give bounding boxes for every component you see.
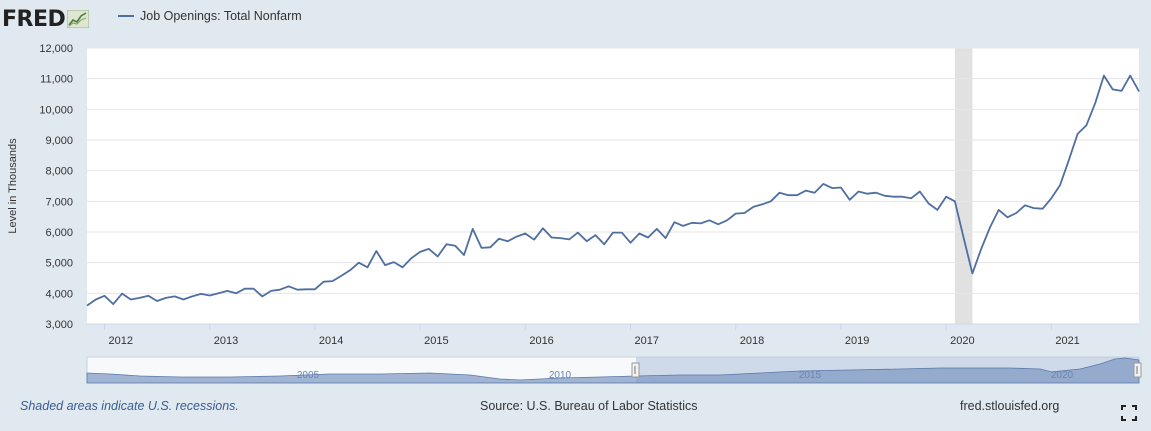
x-tick-label: 2013 bbox=[214, 335, 238, 347]
legend-line-swatch bbox=[118, 15, 134, 17]
y-tick-label: 5,000 bbox=[45, 258, 73, 270]
y-tick-label: 8,000 bbox=[45, 166, 73, 178]
x-tick-label: 2016 bbox=[529, 335, 553, 347]
fullscreen-icon[interactable] bbox=[1121, 405, 1137, 421]
x-tick-label: 2015 bbox=[424, 335, 448, 347]
x-tick-label: 2018 bbox=[740, 335, 764, 347]
x-axis-ticks: 2012 2013 2014 2015 2016 2017 2018 2019 2020 2021 bbox=[87, 323, 1139, 347]
x-tick-label: 2012 bbox=[109, 335, 133, 347]
series-line bbox=[86, 74, 1140, 307]
recession-note: Shaded areas indicate U.S. recessions. bbox=[20, 399, 239, 413]
y-tick-label: 12,000 bbox=[39, 43, 73, 55]
navigator-label: 2010 bbox=[549, 370, 572, 381]
x-tick-label: 2021 bbox=[1055, 335, 1079, 347]
plot-area bbox=[87, 48, 1139, 324]
y-tick-label: 3,000 bbox=[45, 319, 73, 331]
range-navigator[interactable]: 2005 2010 2015 2020 bbox=[86, 356, 1142, 384]
y-tick-label: 4,000 bbox=[45, 288, 73, 300]
source-text: Source: U.S. Bureau of Labor Statistics bbox=[480, 399, 698, 413]
y-tick-label: 6,000 bbox=[45, 227, 73, 239]
navigator-right-handle[interactable] bbox=[1133, 362, 1142, 378]
x-tick-label: 2017 bbox=[635, 335, 659, 347]
chart-header: FRED Job Openings: Total Nonfarm bbox=[0, 0, 1151, 38]
grid-lines bbox=[87, 47, 1139, 325]
fred-logo[interactable]: FRED bbox=[2, 6, 90, 32]
navigator-label: 2015 bbox=[799, 370, 822, 381]
recession-shading bbox=[954, 48, 973, 324]
y-axis-ticks: 3,000 4,000 5,000 6,000 7,000 8,000 9,000 10,00… bbox=[39, 43, 73, 331]
navigator-left-handle[interactable] bbox=[631, 362, 640, 378]
fred-graph-icon bbox=[67, 10, 90, 28]
site-link[interactable]: fred.stlouisfed.org bbox=[960, 399, 1060, 413]
y-tick-label: 11,000 bbox=[40, 74, 73, 86]
y-tick-label: 10,000 bbox=[39, 104, 73, 116]
fred-logo-text: FRED bbox=[2, 6, 66, 32]
recession-band bbox=[954, 48, 973, 324]
y-tick-label: 7,000 bbox=[45, 196, 73, 208]
y-axis-label: Level in Thousands bbox=[7, 138, 19, 234]
navigator-labels: 2005 2010 2015 2020 bbox=[297, 370, 1074, 381]
y-tick-label: 9,000 bbox=[45, 135, 73, 147]
navigator-label: 2005 bbox=[297, 370, 320, 381]
chart-legend[interactable]: Job Openings: Total Nonfarm bbox=[118, 9, 302, 23]
x-tick-label: 2019 bbox=[845, 335, 869, 347]
chart: 3,000 4,000 5,000 6,000 7,000 8,000 9,000 10,00… bbox=[7, 43, 1142, 384]
x-tick-label: 2014 bbox=[319, 335, 343, 347]
x-tick-label: 2020 bbox=[950, 335, 974, 347]
navigator-series-area bbox=[86, 357, 1140, 384]
navigator-label: 2020 bbox=[1051, 370, 1074, 381]
legend-label: Job Openings: Total Nonfarm bbox=[140, 9, 302, 23]
